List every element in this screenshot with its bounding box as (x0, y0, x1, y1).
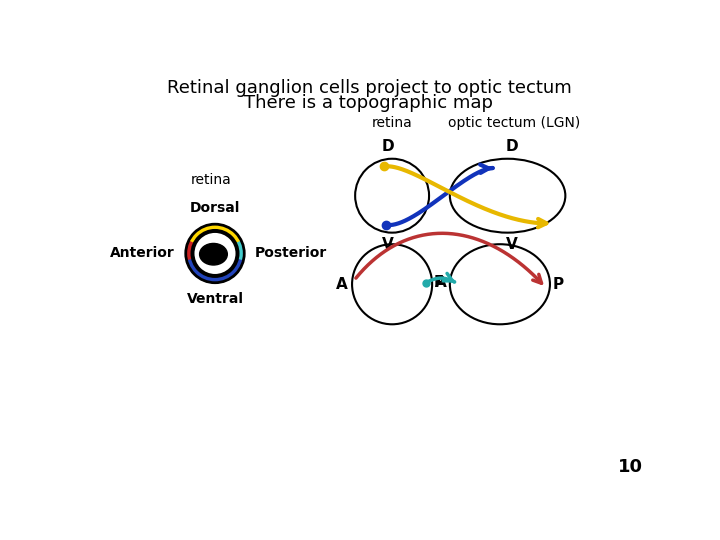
Text: There is a topographic map: There is a topographic map (245, 94, 493, 112)
Text: Retinal ganglion cells project to optic tectum: Retinal ganglion cells project to optic … (166, 79, 572, 97)
Text: D: D (505, 139, 518, 154)
Wedge shape (186, 259, 243, 283)
Text: V: V (382, 237, 394, 252)
Wedge shape (186, 241, 211, 282)
Text: A: A (336, 276, 348, 292)
Text: D: D (382, 139, 395, 154)
Wedge shape (219, 241, 244, 282)
Text: 10: 10 (618, 458, 643, 476)
Wedge shape (186, 224, 243, 247)
Text: P: P (433, 275, 445, 290)
Ellipse shape (199, 244, 228, 265)
Text: retina: retina (191, 173, 232, 187)
Text: optic tectum (LGN): optic tectum (LGN) (448, 116, 580, 130)
Text: Posterior: Posterior (255, 246, 328, 260)
Text: Dorsal: Dorsal (190, 201, 240, 215)
Text: retina: retina (372, 116, 413, 130)
Text: Ventral: Ventral (186, 292, 243, 306)
Text: A: A (435, 275, 447, 290)
Text: Anterior: Anterior (110, 246, 175, 260)
Text: P: P (553, 276, 564, 292)
Text: V: V (505, 237, 518, 252)
Ellipse shape (194, 232, 237, 275)
